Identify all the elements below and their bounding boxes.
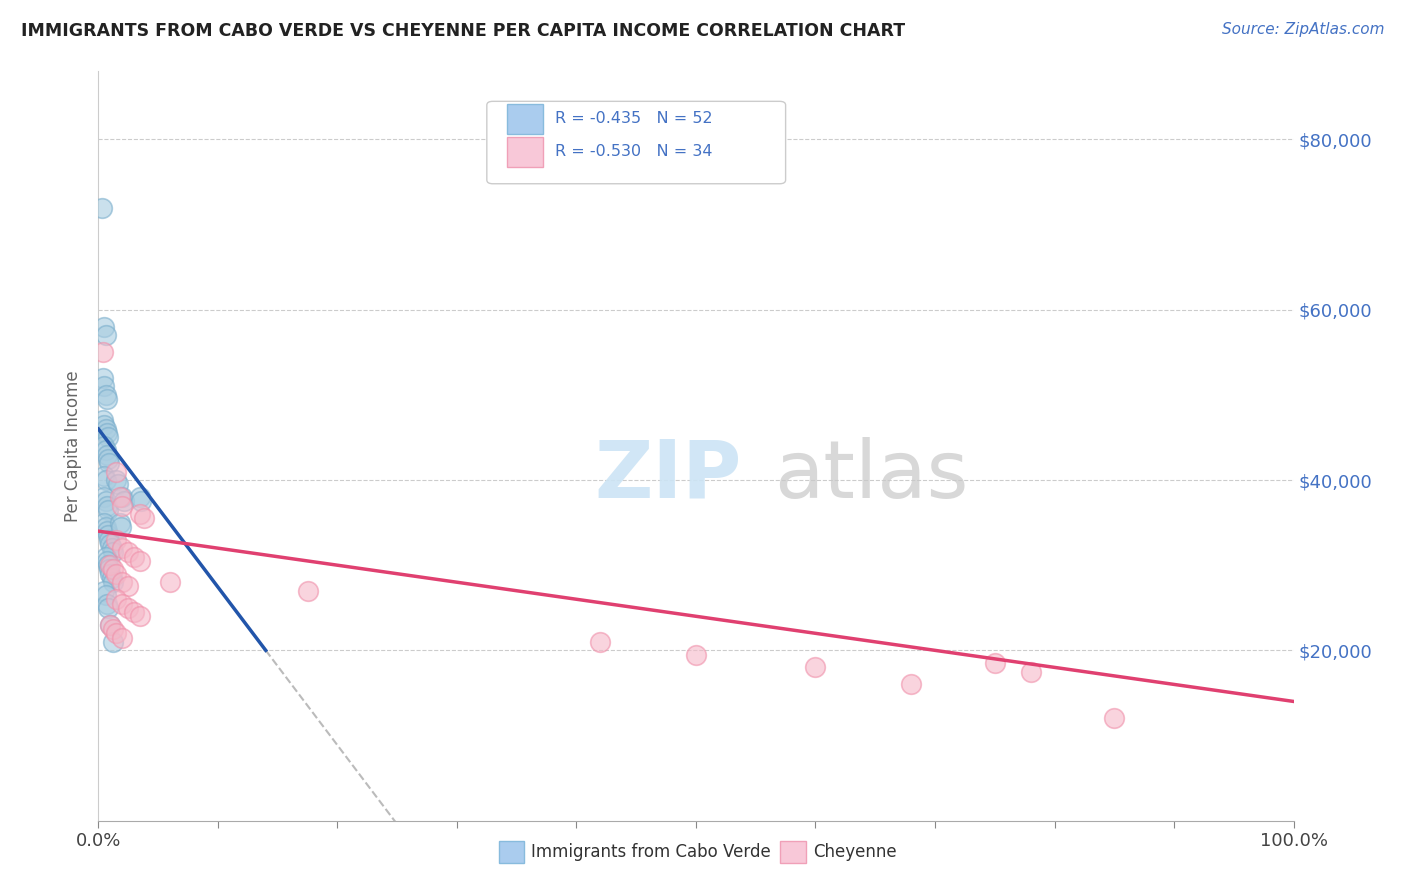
Point [98, 566, 122, 581]
Point [93, 583, 115, 598]
Point [131, 494, 153, 508]
Point [100, 541, 122, 556]
Text: ZIP: ZIP [595, 437, 741, 515]
Point [1019, 665, 1042, 679]
Point [91, 345, 114, 359]
Point [96, 554, 118, 568]
Point [100, 571, 122, 585]
Point [804, 660, 827, 674]
Point [97, 528, 120, 542]
Point [96, 597, 118, 611]
Point [589, 635, 612, 649]
Point [96, 448, 118, 462]
Point [98, 562, 121, 576]
Y-axis label: Per Capita Income: Per Capita Income [65, 370, 83, 522]
Point [132, 511, 155, 525]
Point [94, 520, 117, 534]
Point [111, 631, 134, 645]
Point [129, 609, 152, 624]
Text: Cheyenne: Cheyenne [813, 843, 896, 862]
Point [98, 456, 121, 470]
Point [97, 503, 120, 517]
Text: R = -0.530   N = 34: R = -0.530 N = 34 [555, 144, 713, 159]
Point [101, 622, 124, 636]
FancyBboxPatch shape [508, 103, 543, 134]
Point [984, 656, 1007, 670]
Point [94, 443, 117, 458]
Point [111, 597, 134, 611]
Point [101, 635, 124, 649]
Point [98, 537, 122, 551]
Text: Immigrants from Cabo Verde: Immigrants from Cabo Verde [531, 843, 772, 862]
Point [900, 677, 922, 691]
Point [105, 473, 128, 487]
Text: IMMIGRANTS FROM CABO VERDE VS CHEYENNE PER CAPITA INCOME CORRELATION CHART: IMMIGRANTS FROM CABO VERDE VS CHEYENNE P… [21, 22, 905, 40]
Point [108, 516, 131, 530]
Point [91, 201, 114, 215]
Point [110, 520, 132, 534]
Point [98, 617, 122, 632]
Text: Source: ZipAtlas.com: Source: ZipAtlas.com [1222, 22, 1385, 37]
Point [108, 490, 131, 504]
Point [124, 605, 146, 619]
Point [685, 648, 707, 662]
Point [97, 558, 120, 573]
Point [93, 379, 115, 393]
Point [105, 592, 128, 607]
Point [94, 422, 117, 436]
Point [94, 494, 117, 508]
Point [129, 554, 152, 568]
Point [111, 575, 134, 590]
Point [111, 541, 134, 556]
Point [129, 490, 152, 504]
Point [159, 575, 181, 590]
Point [101, 575, 124, 590]
FancyBboxPatch shape [508, 136, 543, 167]
Point [105, 626, 128, 640]
Point [101, 562, 124, 576]
Point [96, 426, 118, 441]
Point [91, 413, 114, 427]
Point [297, 583, 319, 598]
Point [111, 499, 134, 513]
Point [117, 580, 139, 594]
Point [94, 588, 117, 602]
Point [93, 417, 115, 432]
Point [94, 473, 117, 487]
Point [105, 465, 128, 479]
Text: atlas: atlas [773, 437, 967, 515]
Point [91, 371, 114, 385]
Point [98, 558, 122, 573]
Point [1104, 711, 1126, 725]
Point [98, 533, 121, 547]
Point [124, 549, 146, 564]
Point [93, 468, 115, 483]
Point [97, 430, 120, 444]
Point [96, 392, 118, 407]
Point [117, 545, 139, 559]
Point [93, 439, 115, 453]
Point [111, 490, 134, 504]
Text: R = -0.435   N = 52: R = -0.435 N = 52 [555, 112, 713, 126]
FancyBboxPatch shape [486, 102, 786, 184]
Point [93, 319, 115, 334]
Point [129, 507, 152, 521]
Point [96, 499, 118, 513]
Point [98, 617, 122, 632]
Point [93, 490, 115, 504]
Point [105, 533, 128, 547]
Point [105, 566, 128, 581]
Point [94, 549, 117, 564]
Point [97, 451, 120, 466]
Point [94, 388, 117, 402]
Point [117, 600, 139, 615]
Point [94, 328, 117, 343]
Point [96, 524, 118, 538]
Point [97, 600, 120, 615]
Point [101, 545, 124, 559]
Point [107, 477, 129, 491]
Point [112, 494, 135, 508]
Point [93, 516, 115, 530]
